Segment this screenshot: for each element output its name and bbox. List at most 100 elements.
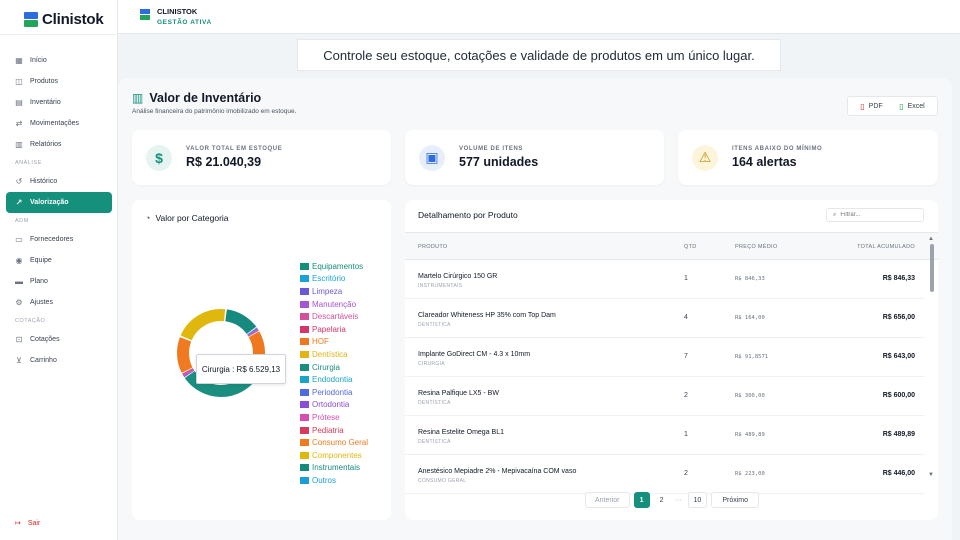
col-product[interactable]: PRODUTO xyxy=(418,244,448,250)
sidebar-item-valorizacao[interactable]: ↗ Valorização xyxy=(6,192,112,213)
sidebar-item-ajustes[interactable]: ⚙ Ajustes xyxy=(6,292,112,313)
next-page-button[interactable]: Próximo xyxy=(711,492,759,508)
kpi-value: R$ 21.040,39 xyxy=(186,155,262,169)
legend-item[interactable]: Dentística xyxy=(300,348,368,361)
legend-swatch xyxy=(300,287,309,295)
donut-slice-ortodontia[interactable] xyxy=(183,369,195,378)
donut-slice-consumo-geral[interactable] xyxy=(177,337,193,373)
legend-item[interactable]: Pediatria xyxy=(300,424,368,437)
kpi-label: ITENS ABAIXO DO MÍNIMO xyxy=(732,146,823,152)
filter-input[interactable] xyxy=(840,212,911,218)
legend-swatch xyxy=(300,363,309,371)
grid-icon: ▦ xyxy=(15,55,23,65)
legend-item[interactable]: Cirurgia xyxy=(300,361,368,374)
legend-item[interactable]: Descartáveis xyxy=(300,310,368,323)
sidebar-item-movimentacoes[interactable]: ⇄ Movimentações xyxy=(6,113,112,134)
legend-item[interactable]: Consumo Geral xyxy=(300,436,368,449)
legend-item[interactable]: Outros xyxy=(300,474,368,487)
legend-item[interactable]: Equipamentos xyxy=(300,260,368,273)
table-row[interactable]: Clareador Whiteness HP 35% com Top Dam D… xyxy=(405,299,925,338)
product-price: R$ 91,8571 xyxy=(735,354,769,360)
col-total[interactable]: TOTAL ACUMULADO xyxy=(857,244,915,250)
product-category: CIRURGIA xyxy=(418,361,445,367)
legend-item[interactable]: Endodontia xyxy=(300,373,368,386)
legend-item[interactable]: Ortodontia xyxy=(300,399,368,412)
sidebar-item-fornecedores[interactable]: ▭ Fornecedores xyxy=(6,229,112,250)
table-header: PRODUTO QTD PREÇO MÉDIO TOTAL ACUMULADO xyxy=(405,232,938,260)
sidebar-item-historico[interactable]: ↺ Histórico xyxy=(6,171,112,192)
page-10-button[interactable]: 10 xyxy=(687,492,708,508)
sidebar-item-label: Inventário xyxy=(30,99,61,106)
card-icon: ▬ xyxy=(15,276,23,286)
legend-label: Periodontia xyxy=(312,387,353,397)
donut-slice-pr-tese[interactable] xyxy=(182,368,194,377)
legend-item[interactable]: Prótese xyxy=(300,411,368,424)
page-2-button[interactable]: 2 xyxy=(659,496,664,504)
logo[interactable]: Clinistok xyxy=(24,11,104,28)
export-excel-button[interactable]: ▯ Excel xyxy=(899,102,925,111)
page-title-text: Valor de Inventário xyxy=(149,91,262,105)
table-row[interactable]: Implante GoDirect CM - 4.3 x 10mm CIRURG… xyxy=(405,338,925,377)
product-name: Resina Estelite Omega BL1 xyxy=(418,429,504,436)
table-row[interactable]: Anestésico Mepiadre 2% - Mepivacaína COM… xyxy=(405,455,925,494)
product-total: R$ 446,00 xyxy=(882,470,915,477)
prev-page-button[interactable]: Anterior xyxy=(585,492,630,508)
product-price: R$ 489,89 xyxy=(735,432,765,438)
legend-item[interactable]: HOF xyxy=(300,336,368,349)
sidebar-item-produtos[interactable]: ◫ Produtos xyxy=(6,71,112,92)
legend-item[interactable]: Papelaria xyxy=(300,323,368,336)
scrollbar-thumb[interactable] xyxy=(930,244,934,292)
sidebar-item-equipe[interactable]: ◉ Equipe xyxy=(6,250,112,271)
section-analise: ANÁLISE xyxy=(15,160,42,166)
legend-item[interactable]: Manutenção xyxy=(300,298,368,311)
table-row[interactable]: Resina Estelite Omega BL1 DENTÍSTICA 1 R… xyxy=(405,416,925,455)
legend-item[interactable]: Instrumentais xyxy=(300,462,368,475)
sidebar-item-carrinho[interactable]: ⊻ Carrinho xyxy=(6,350,112,371)
main-panel: ▥ Valor de Inventário Análise financeira… xyxy=(118,78,952,540)
sidebar-item-label: Histórico xyxy=(30,178,58,185)
scroll-down-arrow[interactable]: ▼ xyxy=(928,472,934,478)
legend-item[interactable]: Componentes xyxy=(300,449,368,462)
donut-slice-manuten-o[interactable] xyxy=(247,328,259,336)
legend-label: Manutenção xyxy=(312,299,357,309)
legend-swatch xyxy=(300,451,309,459)
logo-icon xyxy=(24,11,38,28)
legend-item[interactable]: Limpeza xyxy=(300,285,368,298)
cart-icon: ⊻ xyxy=(16,355,22,365)
sidebar-item-inventario[interactable]: ▤ Inventário xyxy=(6,92,112,113)
table-row[interactable]: Martelo Cirúrgico 150 GR INSTRUMENTAIS 1… xyxy=(405,260,925,299)
legend-swatch xyxy=(300,262,309,270)
pagination-ellipsis: ··· xyxy=(675,496,683,504)
col-price[interactable]: PREÇO MÉDIO xyxy=(735,244,778,250)
legend-label: Pediatria xyxy=(312,425,344,435)
sidebar-item-inicio[interactable]: ▦ Início xyxy=(6,50,112,71)
users-icon: ◉ xyxy=(15,255,23,265)
sidebar-item-cotacoes[interactable]: ⊡ Cotações xyxy=(6,329,112,350)
kpi-card-volume: ▣ VOLUME DE ITENS 577 unidades xyxy=(405,130,664,185)
legend-item[interactable]: Escritório xyxy=(300,273,368,286)
scroll-up-arrow[interactable]: ▲ xyxy=(928,236,934,242)
logout-button[interactable]: ↦ Sair xyxy=(15,519,40,528)
sidebar-item-relatorios[interactable]: ▥ Relatórios xyxy=(6,134,112,155)
product-qty: 2 xyxy=(684,392,688,399)
page-title: ▥ Valor de Inventário xyxy=(132,91,261,105)
page-1-button[interactable]: 1 xyxy=(633,492,650,508)
product-table-card: Detalhamento por Produto ⌕ PRODUTO QTD P… xyxy=(405,200,938,520)
pie-chart-icon: ◔ xyxy=(145,213,151,223)
donut-slice-componentes[interactable] xyxy=(180,309,226,341)
legend-item[interactable]: Periodontia xyxy=(300,386,368,399)
filter-box[interactable]: ⌕ xyxy=(826,208,924,222)
legend-swatch xyxy=(300,388,309,396)
donut-slice-instrumentais[interactable] xyxy=(224,309,257,335)
col-qty[interactable]: QTD xyxy=(684,244,697,250)
page-subtitle: Análise financeira do patrimônio imobili… xyxy=(132,108,297,115)
legend-label: Descartáveis xyxy=(312,312,359,322)
table-row[interactable]: Resina Palfique LX5 - BW DENTÍSTICA 2 R$… xyxy=(405,377,925,416)
sidebar-item-plano[interactable]: ▬ Plano xyxy=(6,271,112,292)
product-qty: 7 xyxy=(684,353,688,360)
table-body: Martelo Cirúrgico 150 GR INSTRUMENTAIS 1… xyxy=(405,260,925,494)
brand-logo-icon xyxy=(140,9,150,21)
category-chart-title: ◔ Valor por Categoria xyxy=(145,213,229,223)
legend-swatch xyxy=(300,401,309,409)
export-pdf-button[interactable]: ▯ PDF xyxy=(860,102,882,111)
